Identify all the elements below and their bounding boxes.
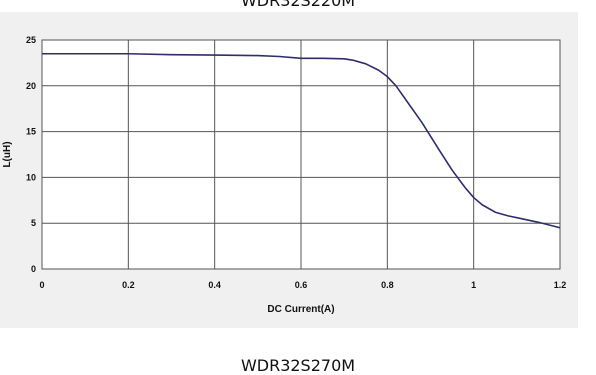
x-tick-label: 0.2 — [122, 280, 135, 290]
y-tick-label: 15 — [26, 127, 36, 137]
chart-title: WDR32S220M — [240, 0, 356, 10]
chart-panel: 0 0.2 0.4 0.6 0.8 1 1.2 0 5 10 15 20 25 DC Current(A)… — [0, 12, 578, 328]
x-tick-label: 0.8 — [381, 280, 394, 290]
x-tick-label: 1.2 — [554, 280, 567, 290]
y-tick-label: 0 — [31, 264, 36, 274]
x-tick-label: 1 — [471, 280, 476, 290]
y-tick-label: 5 — [31, 218, 36, 228]
next-chart-title: WDR32S270M — [240, 356, 356, 375]
y-axis-title: L(uH) — [2, 141, 13, 167]
x-tick-label: 0.6 — [295, 280, 308, 290]
y-tick-label: 25 — [26, 35, 36, 45]
plot-border — [41, 39, 561, 270]
x-tick-label: 0 — [39, 280, 44, 290]
y-tick-label: 20 — [26, 81, 36, 91]
x-axis-title: DC Current(A) — [267, 304, 334, 315]
inductance-chart: 0 0.2 0.4 0.6 0.8 1 1.2 0 5 10 15 20 25 DC Current(A)… — [2, 35, 567, 315]
x-tick-label: 0.4 — [208, 280, 221, 290]
inductance-series-line — [42, 52, 561, 229]
y-tick-label: 10 — [26, 172, 36, 182]
